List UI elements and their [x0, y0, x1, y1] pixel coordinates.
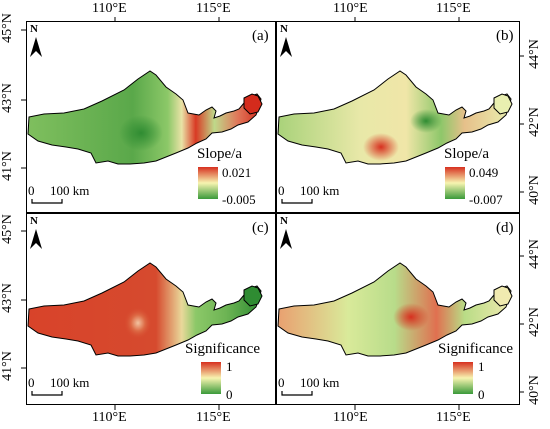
- bottom-lon-110-d: 110°E: [333, 410, 368, 425]
- scale-label-b: 100 km: [300, 183, 340, 198]
- legend-max-b: 0.049: [469, 165, 499, 180]
- north-arrow-icon: [30, 37, 42, 57]
- north-label: N: [280, 23, 288, 35]
- scale-zero-a: 0: [28, 183, 35, 198]
- top-lon-115: 115°E: [196, 1, 231, 16]
- legend-min-a: -0.005: [222, 192, 256, 207]
- north-arrow-icon: [280, 229, 292, 249]
- scale-label-d: 100 km: [300, 375, 340, 390]
- north-label: N: [30, 215, 38, 227]
- legend-max-d: 1: [478, 359, 485, 374]
- scale-zero-b: 0: [278, 183, 285, 198]
- bottom-lon-110: 110°E: [92, 410, 127, 425]
- north-label: N: [280, 215, 288, 227]
- legend-min-d: 0: [478, 387, 485, 402]
- north-arrow-icon: [30, 229, 42, 249]
- scale-label-c: 100 km: [50, 375, 90, 390]
- bottom-lon-115: 115°E: [196, 410, 231, 425]
- north-label: N: [30, 23, 38, 35]
- top-lon-110-b: 110°E: [333, 1, 368, 16]
- legend-title-d: Significance: [438, 341, 513, 357]
- top-lon-110: 110°E: [92, 1, 127, 16]
- legend-max-a: 0.021: [222, 165, 252, 180]
- legend-min-c: 0: [226, 387, 233, 402]
- bottom-lon-115-d: 115°E: [436, 410, 471, 425]
- legend-title-b: Slope/a: [444, 146, 489, 162]
- panel-letter-c: (c): [252, 220, 269, 236]
- scale-zero-c: 0: [28, 375, 35, 390]
- top-lon-115-b: 115°E: [436, 1, 471, 16]
- scale-label-a: 100 km: [50, 183, 90, 198]
- north-arrow-icon: [280, 37, 292, 57]
- legend-max-c: 1: [226, 359, 233, 374]
- panel-letter-b: (b): [496, 28, 514, 44]
- panel-letter-a: (a): [252, 28, 269, 44]
- legend-bar-a: [198, 167, 218, 199]
- legend-min-b: -0.007: [469, 192, 503, 207]
- panel-letter-d: (d): [496, 220, 514, 236]
- legend-title-a: Slope/a: [197, 146, 242, 162]
- legend-bar-b: [445, 167, 465, 199]
- legend-title-c: Significance: [185, 341, 260, 357]
- legend-bar-d: [453, 362, 473, 394]
- legend-bar-c: [201, 362, 221, 394]
- scale-zero-d: 0: [278, 375, 285, 390]
